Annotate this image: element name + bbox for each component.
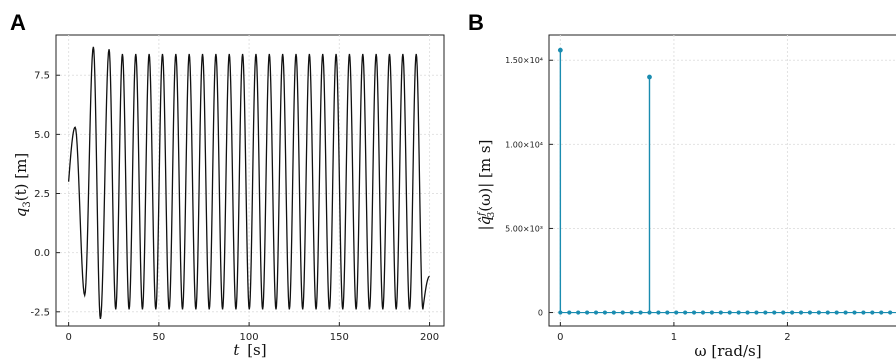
panel-label-b: B [468, 10, 484, 35]
panel-a-xtick-label: 50 [152, 332, 165, 343]
panel-a-ytick-label: 5.0 [34, 130, 50, 141]
panel-b-baseline-point [620, 310, 625, 315]
panel-b-ytick-label: 1.00×10⁴ [505, 140, 543, 149]
panel-b-baseline-point [656, 310, 661, 315]
panel-b-baseline-point [852, 310, 857, 315]
panel-b-baseline-point [870, 310, 875, 315]
panel-b-baseline-point [567, 310, 572, 315]
panel-b-baseline-point [736, 310, 741, 315]
panel-b-baseline-point [584, 310, 590, 315]
panel-b-baseline-point [825, 310, 830, 315]
panel-b-baseline-point [763, 310, 768, 315]
panel-b-baseline-point [843, 310, 848, 315]
panel-b-baseline-point [718, 310, 723, 315]
panel-a-xtick-label: 0 [65, 332, 71, 343]
panel-b-baseline-point [772, 310, 777, 315]
panel-b-baseline-point [665, 310, 670, 315]
panel-label-a: A [10, 10, 26, 35]
panel-b-xlabel: ω [rad/s] [694, 342, 761, 360]
panel-b-baseline-point [807, 310, 813, 315]
panel-b-xtick-label: 1 [671, 332, 677, 343]
panel-b-baseline-point [834, 310, 839, 315]
panel-b-stem-point [557, 47, 563, 53]
panel-b-baseline-point [727, 310, 732, 315]
panel-a-ytick-label: -2.5 [30, 307, 50, 318]
panel-a-ticks: 0 50 100 150 200 -2.5 0.0 2.5 5.0 7.5 [30, 71, 439, 343]
panel-b-baseline-point [798, 310, 804, 315]
panel-b-baseline-point [674, 310, 679, 315]
panel-b-baseline-point [888, 310, 893, 315]
panel-b-frame [548, 34, 896, 327]
panel-a-xlabel: t [s] [233, 341, 266, 359]
panel-a-ylabel: q3(t) [m] [12, 153, 33, 217]
panel-a-series-line [67, 46, 430, 320]
panel-b-baseline-point [745, 310, 750, 315]
panel-b-baseline-point [816, 310, 821, 315]
panel-a-frame [55, 34, 445, 327]
panel-a-xtick-label: 200 [420, 332, 439, 343]
panel-a-ytick-label: 0.0 [34, 248, 50, 259]
panel-b-ytick-label: 1.50×10⁴ [505, 56, 543, 65]
panel-b-baseline-point [691, 310, 697, 315]
panel-a-chart: 0 50 100 150 200 -2.5 0.0 2.5 5.0 7.5 t [s] q3(t)… [12, 34, 445, 359]
panel-a-xtick-label: 150 [330, 332, 349, 343]
panel-b-baseline-point [602, 310, 608, 315]
panel-b-baseline-point [709, 310, 714, 315]
panel-a-ytick-label: 7.5 [34, 71, 50, 82]
panel-a-xtick-label: 100 [240, 332, 259, 343]
panel-b-ytick-label: 5.00×10³ [505, 224, 543, 233]
panel-b-baseline-point [781, 310, 786, 315]
panel-b-baseline-point [638, 310, 643, 315]
panel-b-xtick-label: 2 [784, 332, 790, 343]
panel-b-baseline-point [790, 310, 795, 315]
panel-b-stems [557, 47, 896, 315]
panel-a-ytick-label: 2.5 [34, 189, 50, 200]
panel-b-baseline-point [683, 310, 688, 315]
panel-b-baseline-point [576, 310, 581, 315]
panel-b-baseline-point [611, 310, 616, 315]
panel-b-baseline-point [593, 310, 599, 315]
panel-b-baseline-point [629, 310, 634, 315]
panel-b-baseline-point [754, 310, 759, 315]
panel-b-grid [549, 35, 896, 326]
panel-b-baseline-point [700, 310, 706, 315]
panel-b-xtick-label: 0 [557, 332, 563, 343]
panel-b-ytick-label: 0 [538, 309, 543, 318]
panel-b-stem-point [647, 74, 652, 80]
panel-b-baseline-point [879, 310, 884, 315]
panel-b-ylabel: |q̂f3(ω)| [m s] [476, 140, 497, 231]
panel-b-baseline-point [861, 310, 866, 315]
